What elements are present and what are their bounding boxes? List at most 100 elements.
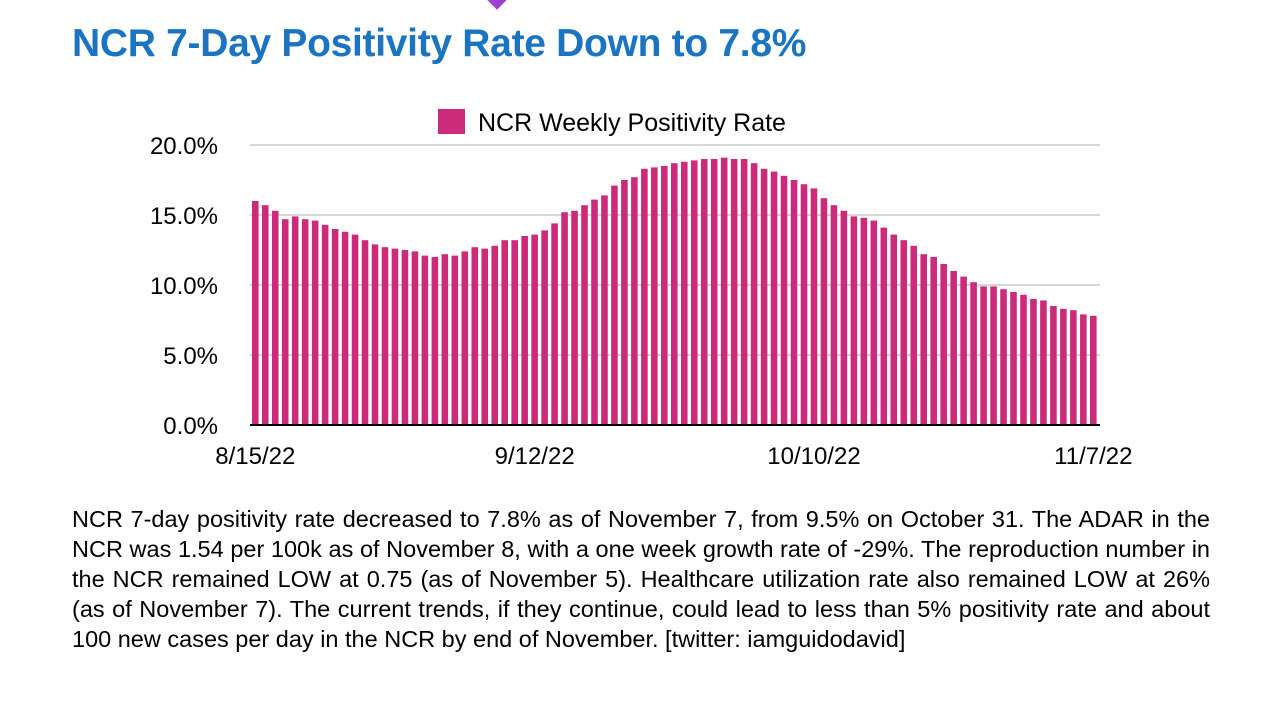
bar: [601, 195, 608, 425]
bar: [960, 276, 967, 425]
bar: [391, 248, 399, 425]
y-tick-label: 15.0%: [150, 203, 218, 230]
bar: [820, 198, 828, 425]
bar: [710, 159, 718, 425]
x-tick-label: 9/12/22: [495, 443, 575, 470]
bar: [1000, 289, 1007, 425]
bar: [790, 180, 798, 425]
bar: [750, 163, 758, 425]
bar: [780, 175, 788, 425]
legend-label: NCR Weekly Positivity Rate: [478, 109, 786, 137]
bar: [621, 180, 628, 425]
bar: [830, 205, 838, 425]
bar: [680, 161, 688, 426]
y-tick-label: 20.0%: [150, 133, 218, 160]
bar: [331, 229, 339, 425]
bar: [870, 220, 878, 425]
bar: [281, 219, 289, 425]
bar: [1070, 310, 1077, 425]
bar: [1030, 299, 1037, 425]
bar: [521, 236, 528, 425]
bar: [730, 159, 738, 425]
bar: [581, 205, 588, 425]
bar: [411, 251, 419, 425]
bar: [501, 240, 508, 425]
bar: [441, 254, 449, 425]
bar: [840, 210, 848, 425]
y-tick-label: 10.0%: [150, 273, 218, 300]
bar: [940, 264, 947, 425]
bar: [700, 159, 708, 425]
bar: [720, 157, 728, 425]
bar: [740, 159, 748, 425]
x-tick-labels: 8/15/22 9/12/22 10/10/22 11/7/22: [215, 443, 1132, 470]
bar: [860, 217, 868, 425]
bar: [611, 185, 618, 425]
bar: [990, 286, 997, 425]
bar: [1080, 314, 1087, 425]
bar: [671, 163, 678, 425]
y-tick-label: 0.0%: [163, 413, 218, 440]
bar: [551, 223, 558, 425]
bar: [890, 234, 898, 425]
positivity-bar-chart: 0.0% 5.0% 10.0% 15.0% 20.0% 8/15/22 9/12/22 10…: [150, 109, 1132, 470]
y-tick-label: 5.0%: [163, 343, 218, 370]
bar: [421, 255, 429, 425]
y-tick-labels: 0.0% 5.0% 10.0% 15.0% 20.0%: [150, 133, 218, 440]
bar: [690, 160, 698, 425]
bar: [451, 255, 459, 425]
bar: [1040, 300, 1047, 425]
legend-swatch: [438, 109, 465, 134]
page-title: NCR 7-Day Positivity Rate Down to 7.8%: [72, 22, 807, 65]
bar: [910, 245, 918, 425]
bar: [1020, 294, 1027, 425]
bar: [471, 247, 479, 425]
bar: [980, 286, 987, 425]
bar: [770, 171, 778, 425]
bar: [641, 168, 648, 426]
bar: [930, 257, 937, 425]
bar: [561, 212, 568, 425]
x-tick-label: 11/7/22: [1054, 443, 1132, 470]
bar: [431, 257, 439, 425]
bar: [301, 219, 309, 425]
bar: [1010, 292, 1017, 425]
bar: [1090, 315, 1097, 425]
bar: [361, 240, 369, 425]
legend: NCR Weekly Positivity Rate: [438, 109, 786, 137]
bar: [810, 188, 818, 425]
bar: [850, 216, 858, 425]
bar: [311, 220, 319, 425]
bar: [531, 234, 538, 425]
bar: [321, 224, 329, 425]
bar: [760, 168, 768, 426]
bar: [371, 244, 379, 425]
x-tick-label: 10/10/22: [767, 443, 860, 470]
bar: [631, 177, 638, 425]
bar: [481, 248, 489, 425]
bar: [900, 240, 908, 425]
bar: [341, 231, 349, 425]
bar: [491, 245, 499, 425]
bar: [541, 230, 548, 425]
bar: [291, 216, 299, 425]
bar: [271, 210, 279, 425]
bar: [651, 167, 658, 425]
bar: [261, 205, 269, 425]
bar: [880, 227, 888, 425]
bar: [252, 201, 259, 425]
bar: [461, 251, 469, 425]
bar: [401, 250, 409, 425]
bar: [970, 282, 977, 425]
x-tick-label: 8/15/22: [215, 443, 295, 470]
bar: [1050, 306, 1057, 425]
bar: [920, 254, 928, 425]
bar: [591, 199, 598, 425]
bars: [252, 157, 1097, 426]
bar: [950, 271, 957, 425]
bar: [1060, 308, 1067, 425]
bar: [381, 247, 389, 425]
bar: [800, 184, 808, 425]
bar: [351, 234, 359, 425]
bar: [661, 166, 668, 425]
